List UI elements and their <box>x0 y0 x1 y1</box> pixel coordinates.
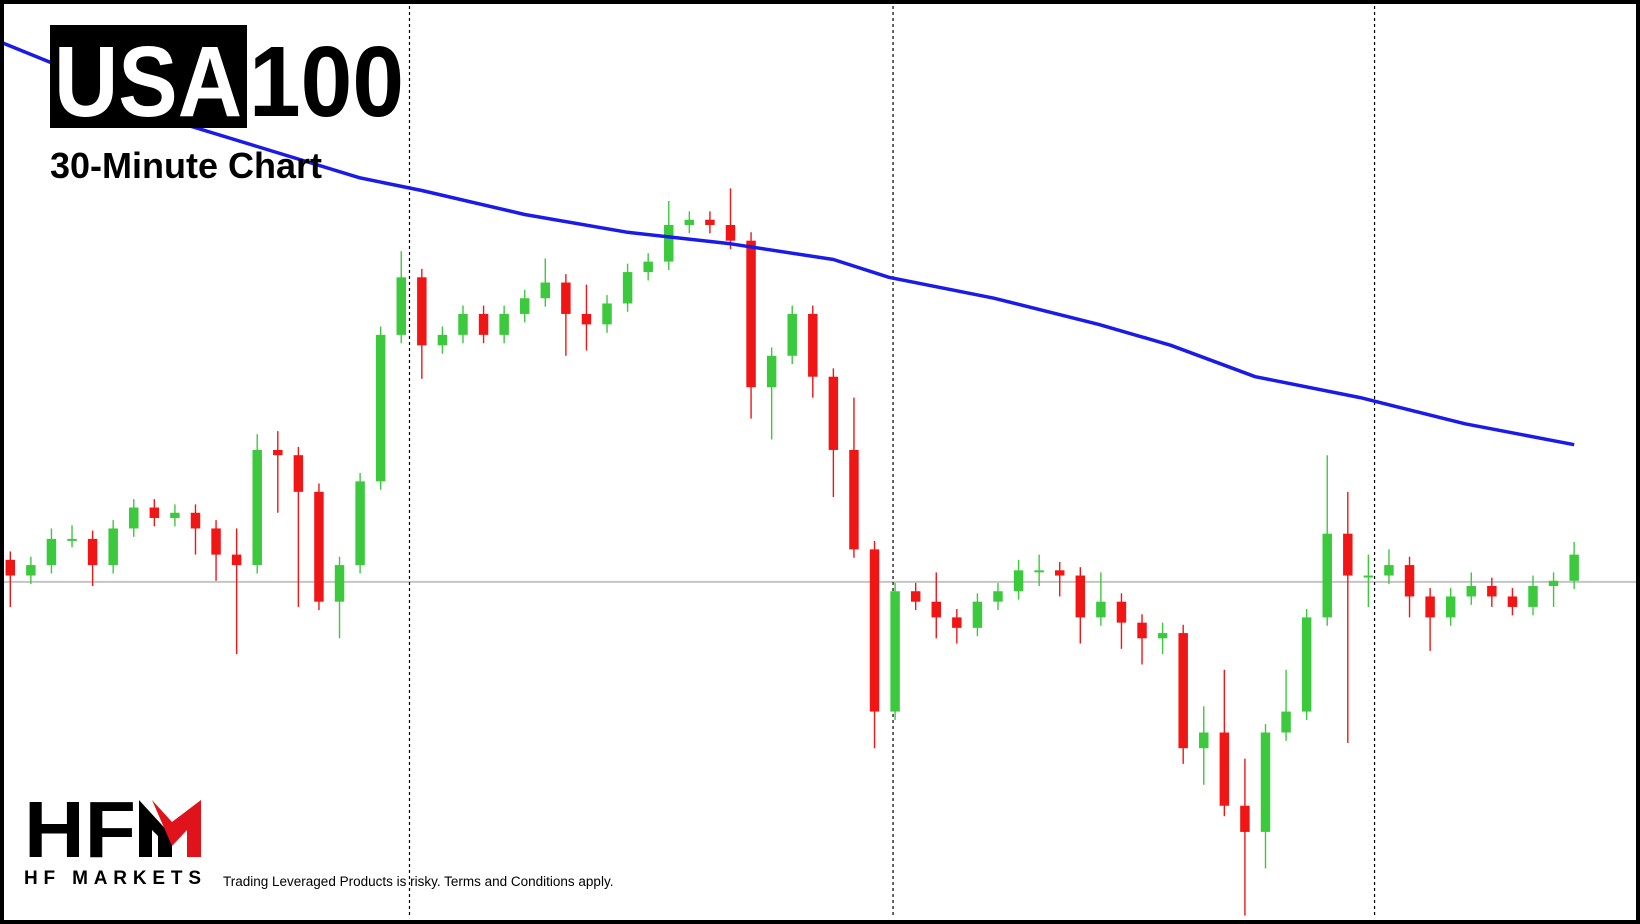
candle-body <box>1096 601 1106 618</box>
candle-body <box>417 277 427 346</box>
candle-body <box>46 538 57 566</box>
candle-body <box>1487 586 1497 597</box>
candle-body <box>211 528 221 555</box>
candle-body <box>581 313 592 325</box>
candle-body <box>67 538 77 541</box>
subtitle: 30-Minute Chart <box>50 145 322 186</box>
disclaimer: Trading Leveraged Products is risky. Ter… <box>223 874 613 889</box>
symbol-box <box>50 25 247 128</box>
candle-body <box>890 591 900 712</box>
candle-body <box>273 449 283 456</box>
candle-body <box>231 554 242 566</box>
candle-body <box>952 617 962 628</box>
candle-body <box>1281 711 1291 733</box>
candle-body <box>5 559 16 576</box>
candle-body <box>437 334 448 346</box>
candle-body <box>499 313 509 335</box>
candle-body <box>910 591 921 602</box>
candle-body <box>1301 617 1312 712</box>
candle-body <box>129 507 139 529</box>
logo-name: HF MARKETS <box>24 868 201 889</box>
candle-body <box>1343 533 1353 576</box>
logo-mark: HF <box>24 785 136 874</box>
candle-body <box>622 272 633 304</box>
candle-body <box>1363 575 1374 578</box>
candle-body <box>602 303 612 325</box>
candle-body <box>664 224 674 262</box>
candle-body <box>1548 580 1559 587</box>
candle-body <box>1116 601 1127 623</box>
candle-body <box>828 376 839 450</box>
candle-body <box>1219 732 1230 806</box>
candle-body <box>540 282 551 299</box>
candle-body <box>1137 622 1147 639</box>
candle-body <box>458 313 468 335</box>
candle-body <box>149 507 160 518</box>
candle-body <box>519 298 530 314</box>
candle-body <box>808 313 818 377</box>
candle-body <box>746 240 756 388</box>
candle-body <box>1445 596 1456 618</box>
symbol-box-text: USA <box>54 26 242 138</box>
candle-body <box>375 334 386 482</box>
candle-body <box>849 449 859 550</box>
candle-body <box>478 313 489 335</box>
plot <box>0 6 1640 918</box>
candle-body <box>1507 596 1518 607</box>
candle-body <box>1157 633 1168 639</box>
candle-body <box>931 601 941 618</box>
candle-body <box>869 549 880 712</box>
candle-body <box>1425 596 1435 618</box>
candle-body <box>355 481 365 566</box>
logo-m-black <box>139 800 172 857</box>
candle-body <box>334 565 345 602</box>
candle-body <box>787 313 797 356</box>
candle-body <box>1054 570 1065 576</box>
candle-body <box>1013 570 1024 592</box>
candle-body <box>1404 565 1415 597</box>
candle-body <box>1528 586 1538 607</box>
candle-body <box>1075 575 1086 618</box>
candle-body <box>705 219 715 225</box>
moving-average <box>0 40 1575 447</box>
candle-body <box>1178 633 1188 749</box>
candle-body <box>1034 570 1044 573</box>
candle-body <box>293 455 304 492</box>
candle-body <box>170 512 180 518</box>
candle-body <box>561 282 571 314</box>
candle-body <box>766 355 777 388</box>
candle-body <box>993 591 1003 602</box>
logo-m-red <box>152 800 201 857</box>
candle-body <box>396 277 406 335</box>
candle-body <box>1322 533 1332 618</box>
candle-body <box>314 491 324 602</box>
candle-body <box>1260 732 1271 832</box>
candle-body <box>26 565 36 576</box>
candle-body <box>972 601 983 628</box>
candle-body <box>684 219 695 225</box>
candle-body <box>190 512 201 529</box>
candle-body <box>725 224 736 241</box>
candle-body <box>87 538 98 566</box>
candle-body <box>1240 805 1250 832</box>
candle-body <box>1384 565 1394 576</box>
candle-body <box>108 528 118 566</box>
candle-body <box>643 261 653 273</box>
candle-body <box>252 449 262 566</box>
symbol-rest: 100 <box>249 26 404 138</box>
candle-body <box>1569 554 1579 581</box>
candle-body <box>1466 586 1476 597</box>
candle-body <box>1199 732 1209 749</box>
